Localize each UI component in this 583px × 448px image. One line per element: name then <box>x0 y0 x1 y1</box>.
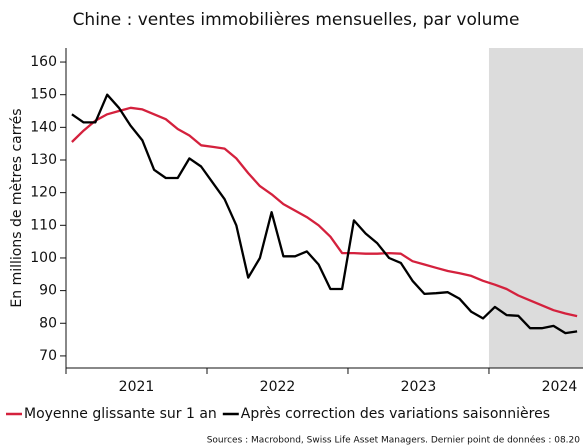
forecast-shade <box>488 48 583 368</box>
series-line <box>71 93 578 335</box>
legend-label: Moyenne glissante sur 1 an <box>24 406 217 422</box>
y-tick-label: 100 <box>30 250 57 266</box>
x-tick-label: 2021 <box>119 379 155 395</box>
series-line <box>71 106 578 318</box>
y-tick-label: 80 <box>39 315 57 331</box>
y-tick-label: 160 <box>30 54 57 70</box>
y-tick-label: 130 <box>30 152 57 168</box>
source-note: Sources : Macrobond, Swiss Life Asset Ma… <box>207 435 581 446</box>
y-tick-label: 140 <box>30 119 57 135</box>
legend-label: Après correction des variations saisonni… <box>241 406 550 422</box>
chart-title: Chine : ventes immobilières mensuelles, … <box>73 10 520 30</box>
x-tick-label: 2023 <box>401 379 437 395</box>
y-tick-label: 120 <box>30 185 57 201</box>
y-tick-label: 90 <box>39 283 57 299</box>
x-tick-label: 2022 <box>260 379 296 395</box>
x-tick-label: 2024 <box>542 379 578 395</box>
y-tick-label: 110 <box>30 217 57 233</box>
y-axis-label: En millions de mètres carrés <box>9 108 25 307</box>
y-tick-label: 150 <box>30 87 57 103</box>
y-tick-label: 70 <box>39 348 57 364</box>
